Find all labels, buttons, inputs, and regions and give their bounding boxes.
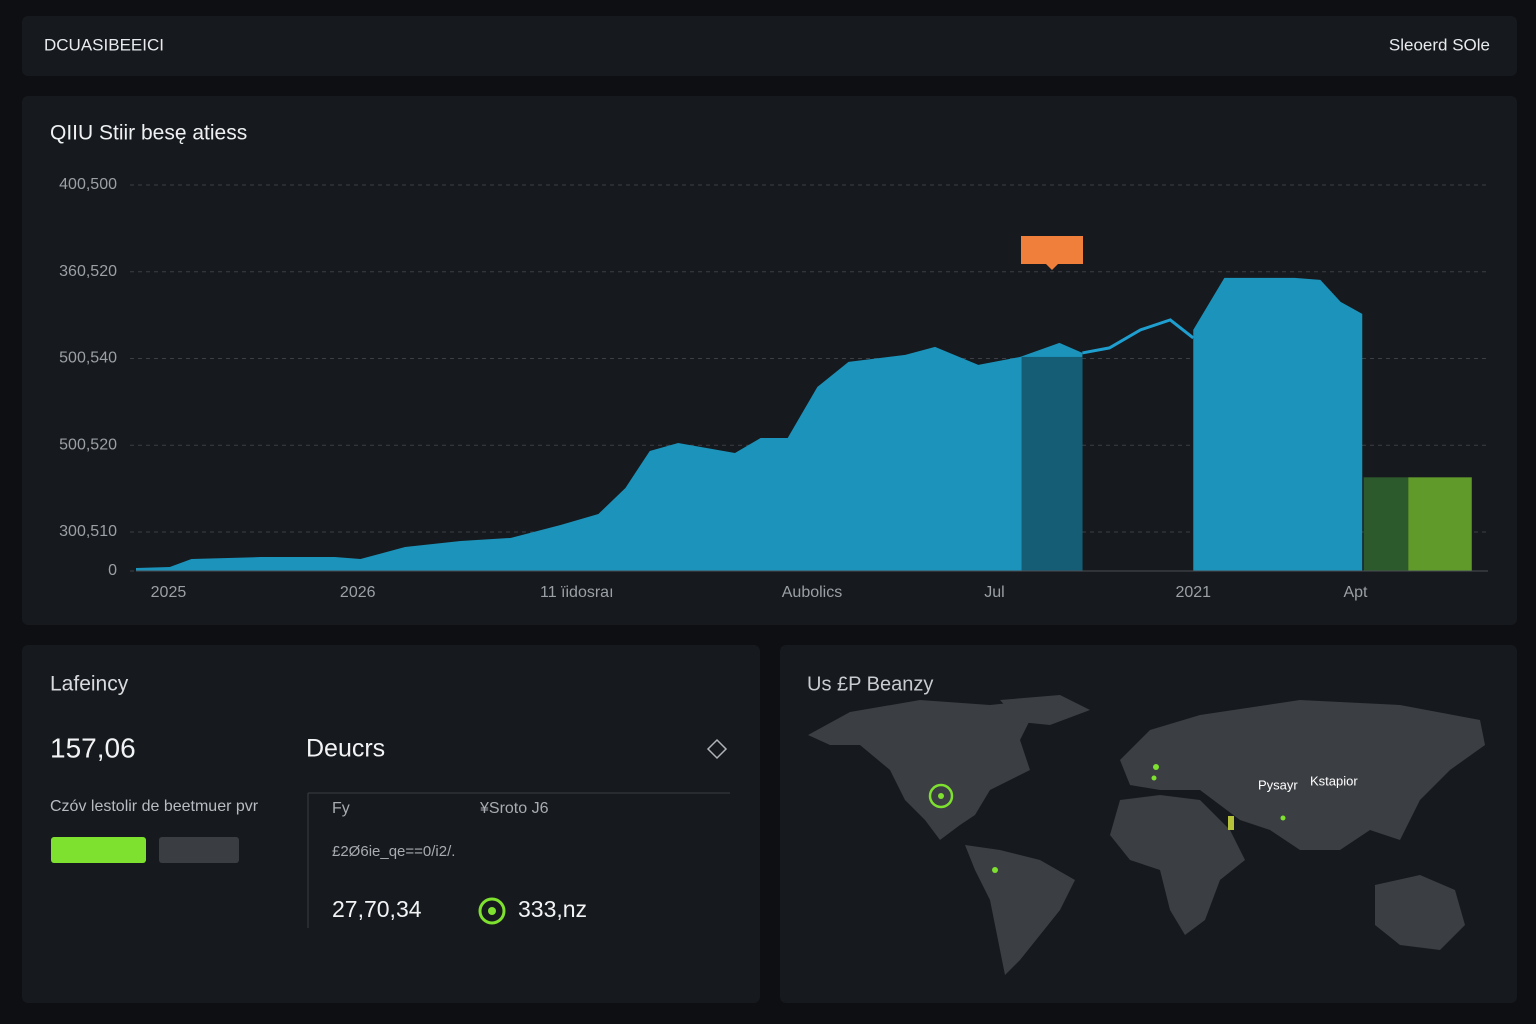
metric-value: 157,06 bbox=[50, 732, 136, 763]
eurasia bbox=[1120, 700, 1485, 850]
map-pin bbox=[938, 793, 944, 799]
table-cell: 27,70,34 bbox=[332, 896, 422, 922]
highlight-band bbox=[1021, 356, 1083, 571]
app-title: DCUASIBEEICI bbox=[44, 35, 164, 54]
y-tick-label: 0 bbox=[108, 562, 117, 579]
y-tick-label: 500,520 bbox=[59, 436, 117, 453]
status-icon bbox=[488, 907, 496, 915]
toggle-off[interactable] bbox=[159, 837, 239, 863]
map-dot bbox=[992, 867, 998, 873]
x-tick-label: Aubolics bbox=[782, 584, 842, 601]
area bbox=[1193, 277, 1363, 571]
plot: 0 300,510 500,520 500,540 360,520 400,500 2025… bbox=[59, 176, 1488, 601]
panel-title: Lafeincy bbox=[50, 673, 129, 696]
expand-icon[interactable] bbox=[706, 738, 728, 760]
table-header: Fy bbox=[332, 800, 350, 817]
header-bar bbox=[22, 16, 1517, 76]
devices-title: Deucrs bbox=[306, 735, 385, 763]
line bbox=[1082, 318, 1195, 355]
map-label: Pysayr bbox=[1258, 777, 1298, 792]
y-tick-label: 360,520 bbox=[59, 263, 117, 280]
y-tick-label: 500,540 bbox=[59, 350, 117, 367]
north-america bbox=[808, 700, 1040, 840]
map-pin[interactable] bbox=[928, 783, 954, 809]
user-menu[interactable]: Sleoerd SOle bbox=[1389, 35, 1490, 54]
world-map bbox=[808, 695, 1485, 975]
map-dot bbox=[1228, 816, 1234, 830]
chart-title: QIIU Stiir besę atiess bbox=[50, 122, 247, 145]
status-icon bbox=[478, 897, 506, 925]
map-dot bbox=[1151, 775, 1157, 781]
metric-caption: Czóv lestolir de beetmuer pvr bbox=[50, 798, 259, 815]
bar bbox=[1363, 477, 1409, 571]
table-note: £2Ø6ie_qe==0/i2/. bbox=[332, 843, 455, 860]
map-dot bbox=[1153, 764, 1159, 770]
latency-panel bbox=[22, 645, 760, 1003]
map-title: Us £P Beanzy bbox=[807, 673, 933, 695]
marker-flag bbox=[1021, 236, 1083, 264]
x-tick-label: 2025 bbox=[151, 584, 187, 601]
x-tick-label: 11 ïidosraı bbox=[540, 584, 614, 601]
y-tick-label: 400,500 bbox=[59, 176, 117, 193]
marker-pointer bbox=[1046, 264, 1058, 270]
table-cell: 333,nz bbox=[518, 896, 587, 922]
chart-panel bbox=[22, 96, 1517, 625]
africa bbox=[1110, 795, 1245, 935]
x-tick-label: 2021 bbox=[1175, 584, 1211, 601]
x-tick-label: Apt bbox=[1343, 584, 1368, 601]
map-dot bbox=[1280, 815, 1286, 821]
x-tick-label: Jul bbox=[984, 584, 1004, 601]
map-label: Kstapior bbox=[1310, 773, 1358, 788]
y-tick-label: 300,510 bbox=[59, 523, 117, 540]
greenland bbox=[1000, 695, 1090, 725]
x-tick-label: 2026 bbox=[340, 584, 376, 601]
table-header: ¥Sroto J6 bbox=[479, 800, 549, 817]
bar bbox=[1408, 477, 1472, 571]
australia bbox=[1375, 875, 1465, 950]
area bbox=[136, 342, 1083, 571]
south-america bbox=[965, 845, 1075, 975]
toggle-on[interactable] bbox=[51, 837, 146, 863]
